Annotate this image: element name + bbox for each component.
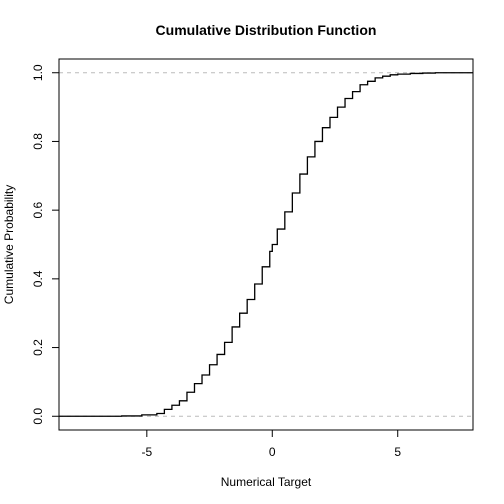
x-tick-label: 0 [269,445,276,459]
x-axis: -5 0 5 [141,430,401,459]
chart-title: Cumulative Distribution Function [156,22,377,38]
x-tick-label: 5 [394,445,401,459]
y-tick-label: 0.0 [31,408,45,425]
y-tick-label: 0.4 [31,270,45,287]
y-axis-label: Cumulative Probability [2,185,16,304]
y-tick-label: 0.2 [31,339,45,356]
x-axis-label: Numerical Target [221,475,312,489]
y-tick-label: 0.6 [31,201,45,218]
cdf-line [59,72,473,417]
reference-lines [59,72,473,417]
y-tick-label: 0.8 [31,133,45,150]
y-axis: 0.0 0.2 0.4 0.6 0.8 1.0 [31,64,59,425]
plot-frame [58,58,474,431]
cdf-series [59,72,473,417]
x-tick-label: -5 [141,445,152,459]
y-tick-label: 1.0 [31,64,45,81]
